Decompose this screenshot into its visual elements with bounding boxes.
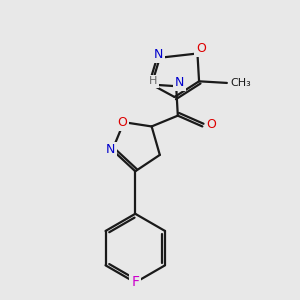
Text: O: O <box>117 116 127 129</box>
Text: O: O <box>196 42 206 55</box>
Text: O: O <box>207 118 216 131</box>
Text: N: N <box>175 76 184 89</box>
Text: CH₃: CH₃ <box>231 78 252 88</box>
Text: N: N <box>154 48 163 61</box>
Text: F: F <box>131 275 139 290</box>
Text: H: H <box>149 76 158 86</box>
Text: N: N <box>106 143 116 157</box>
